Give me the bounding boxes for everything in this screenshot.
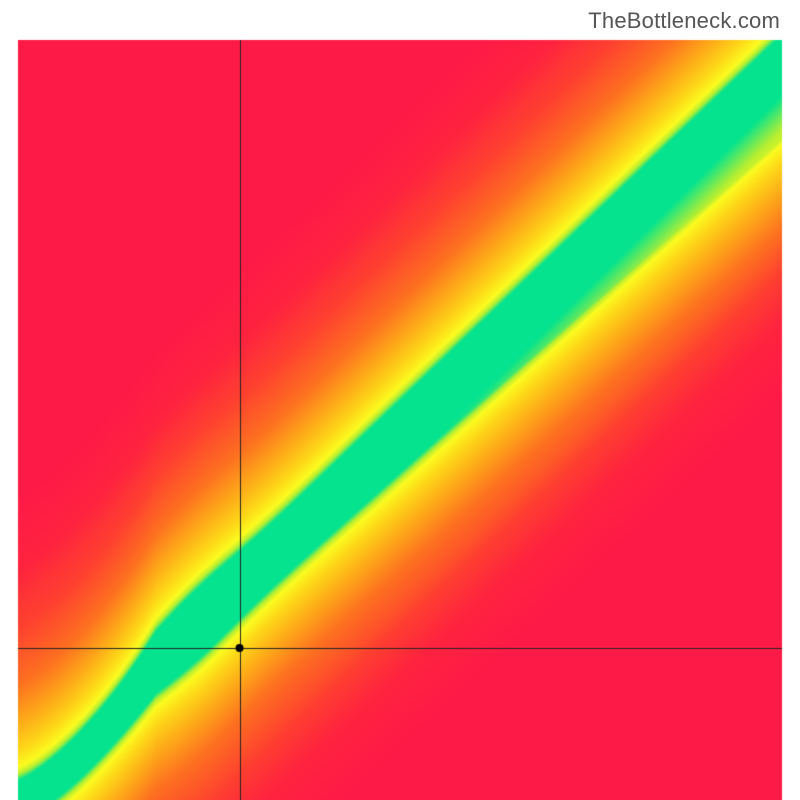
watermark-text: TheBottleneck.com [588,8,780,34]
heatmap-canvas [0,0,800,800]
chart-container: TheBottleneck.com [0,0,800,800]
